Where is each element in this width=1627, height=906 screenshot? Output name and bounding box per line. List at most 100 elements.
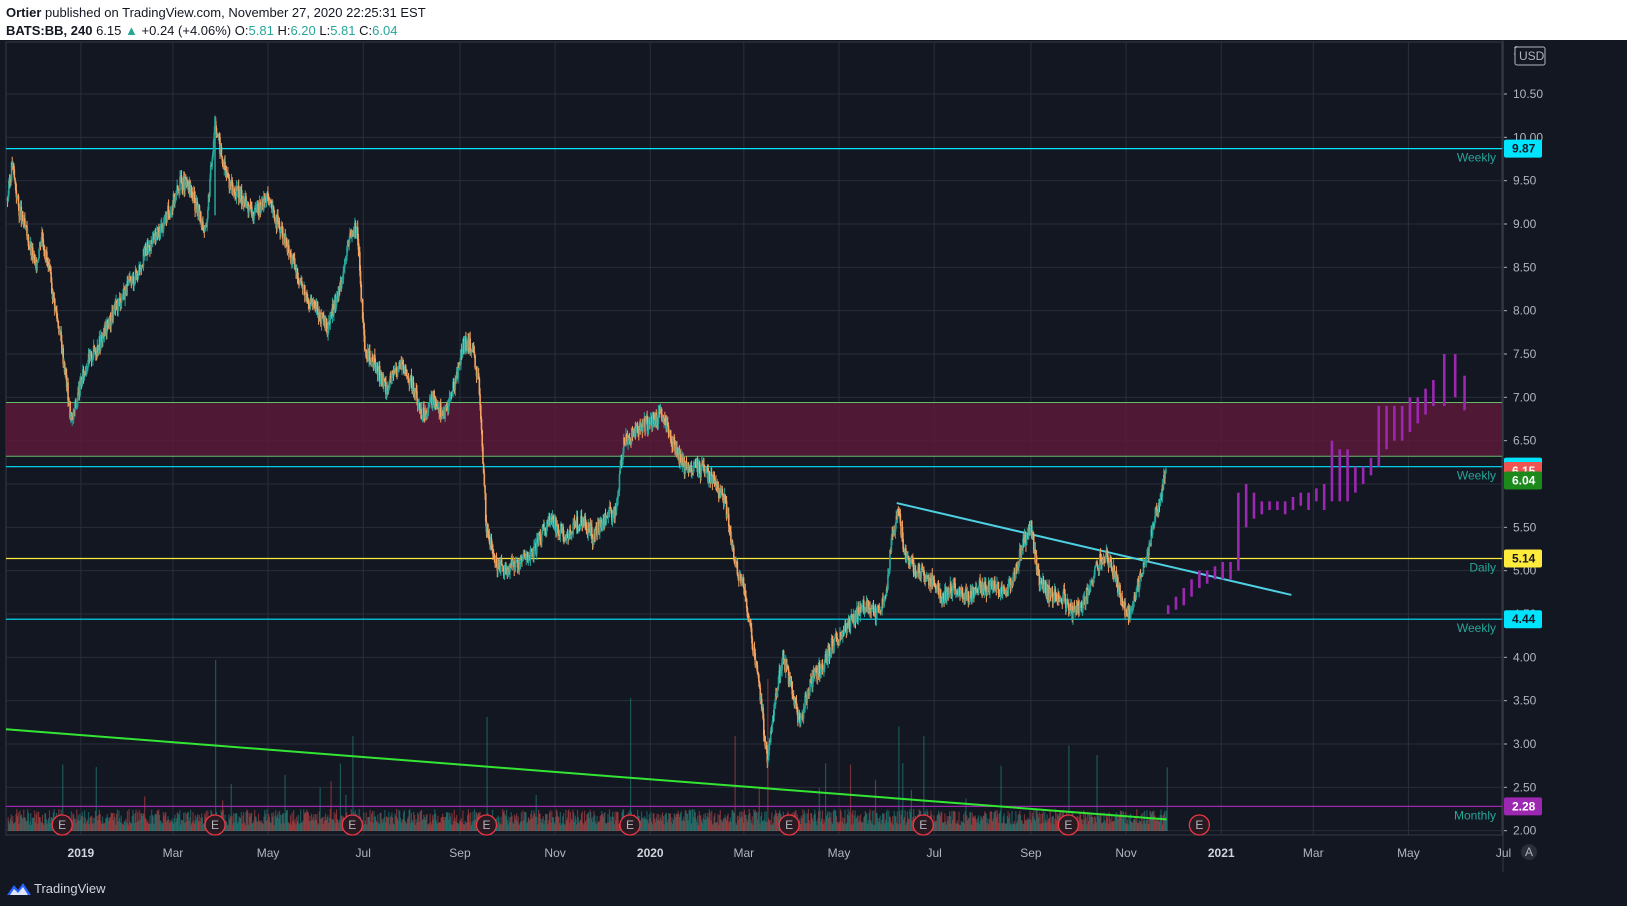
volume-bar (827, 811, 829, 831)
volume-bar (810, 813, 813, 831)
candle-body (315, 305, 318, 313)
volume-bar (686, 813, 689, 831)
projection-bar (1393, 406, 1396, 441)
volume-bar (821, 810, 824, 831)
candle-body (1008, 581, 1010, 584)
volume-bar (250, 813, 252, 831)
candle-body (1134, 596, 1136, 598)
candle-body (812, 676, 814, 688)
candle-body (647, 422, 650, 431)
volume-bar (496, 824, 498, 831)
candle-body (181, 182, 183, 190)
candle-body (518, 564, 521, 569)
close-label: C: (359, 23, 373, 38)
candle-body (159, 228, 162, 239)
candle-body (654, 420, 656, 425)
volume-bar (555, 809, 558, 831)
symbol-label[interactable]: BATS:BB, 240 (6, 23, 93, 38)
volume-bar (515, 816, 517, 831)
volume-bar (398, 809, 400, 831)
volume-bar (98, 814, 100, 831)
candle-body (833, 639, 836, 647)
volume-bar (1030, 822, 1033, 831)
author-name[interactable]: Ortier (6, 5, 42, 20)
candle-body (868, 607, 871, 614)
candle-body (623, 437, 626, 445)
candle-body (997, 582, 1000, 594)
volume-bar (852, 810, 854, 831)
candle-body (545, 525, 548, 533)
volume-bar (1019, 815, 1022, 831)
volume-bar (771, 824, 774, 831)
candle-body (746, 607, 749, 617)
candle-body (939, 589, 942, 602)
volume-bar (777, 813, 779, 831)
level-price-tag: 4.44 (1512, 612, 1536, 626)
candle-body (767, 760, 769, 763)
candle-body (693, 466, 695, 469)
volume-bar (562, 813, 565, 831)
volume-bar (1109, 819, 1111, 831)
candle-body (627, 436, 629, 445)
time-tick-label: Mar (163, 846, 184, 860)
volume-bar (707, 812, 709, 831)
volume-bar (20, 814, 23, 831)
volume-bar (990, 811, 992, 831)
volume-bar (400, 823, 402, 831)
volume-bar (122, 823, 124, 831)
candle-body (224, 161, 226, 170)
candle-body (170, 211, 173, 212)
volume-bar (722, 818, 725, 831)
candle-body (1110, 561, 1113, 568)
volume-bar (847, 809, 849, 831)
volume-bar (177, 813, 179, 831)
volume-bar (421, 820, 423, 831)
candle-body (447, 399, 450, 411)
candle-body (568, 532, 570, 538)
candle-body (85, 369, 88, 375)
volume-bar (974, 815, 976, 831)
volume-bar (867, 824, 869, 831)
volume-bar (1133, 819, 1135, 831)
volume-bar (84, 817, 86, 831)
volume-bar (126, 811, 129, 831)
volume-bar (714, 813, 716, 831)
volume-bar (43, 824, 45, 831)
projection-bar (1400, 406, 1404, 441)
volume-bar (938, 813, 941, 831)
candle-body (984, 582, 986, 585)
volume-bar (336, 819, 338, 831)
candle-body (1100, 559, 1103, 565)
candle-body (959, 594, 962, 597)
projection-bar (1276, 501, 1279, 510)
candle-body (871, 608, 873, 610)
volume-bar (592, 816, 594, 831)
volume-bar (1040, 813, 1042, 831)
volume-bar (694, 812, 696, 831)
candle-body (19, 208, 21, 217)
volume-bar (136, 822, 138, 831)
volume-bar (722, 822, 724, 831)
candle-body (921, 567, 924, 570)
chart-area[interactable]: 2.002.503.003.504.004.505.005.506.006.50… (0, 40, 1627, 872)
volume-bar (815, 821, 817, 831)
candle-body (482, 463, 485, 474)
price-chart[interactable]: 2.002.503.003.504.004.505.005.506.006.50… (0, 40, 1627, 872)
candle-body (33, 255, 35, 259)
tradingview-brand[interactable]: TradingView (34, 881, 106, 896)
candle-body (1156, 509, 1159, 517)
candle-body (308, 302, 310, 307)
volume-bar (39, 817, 41, 831)
volume-bar (1097, 813, 1099, 831)
candle-body (976, 588, 979, 592)
candle-body (441, 412, 443, 417)
volume-bar (704, 813, 707, 831)
volume-bar (508, 816, 510, 831)
candle-body (894, 532, 896, 533)
volume-bar (597, 822, 599, 831)
candle-body (27, 234, 30, 246)
candle-body (135, 270, 138, 275)
volume-bar (80, 819, 82, 831)
candle-body (273, 210, 276, 218)
volume-bar (62, 764, 64, 831)
